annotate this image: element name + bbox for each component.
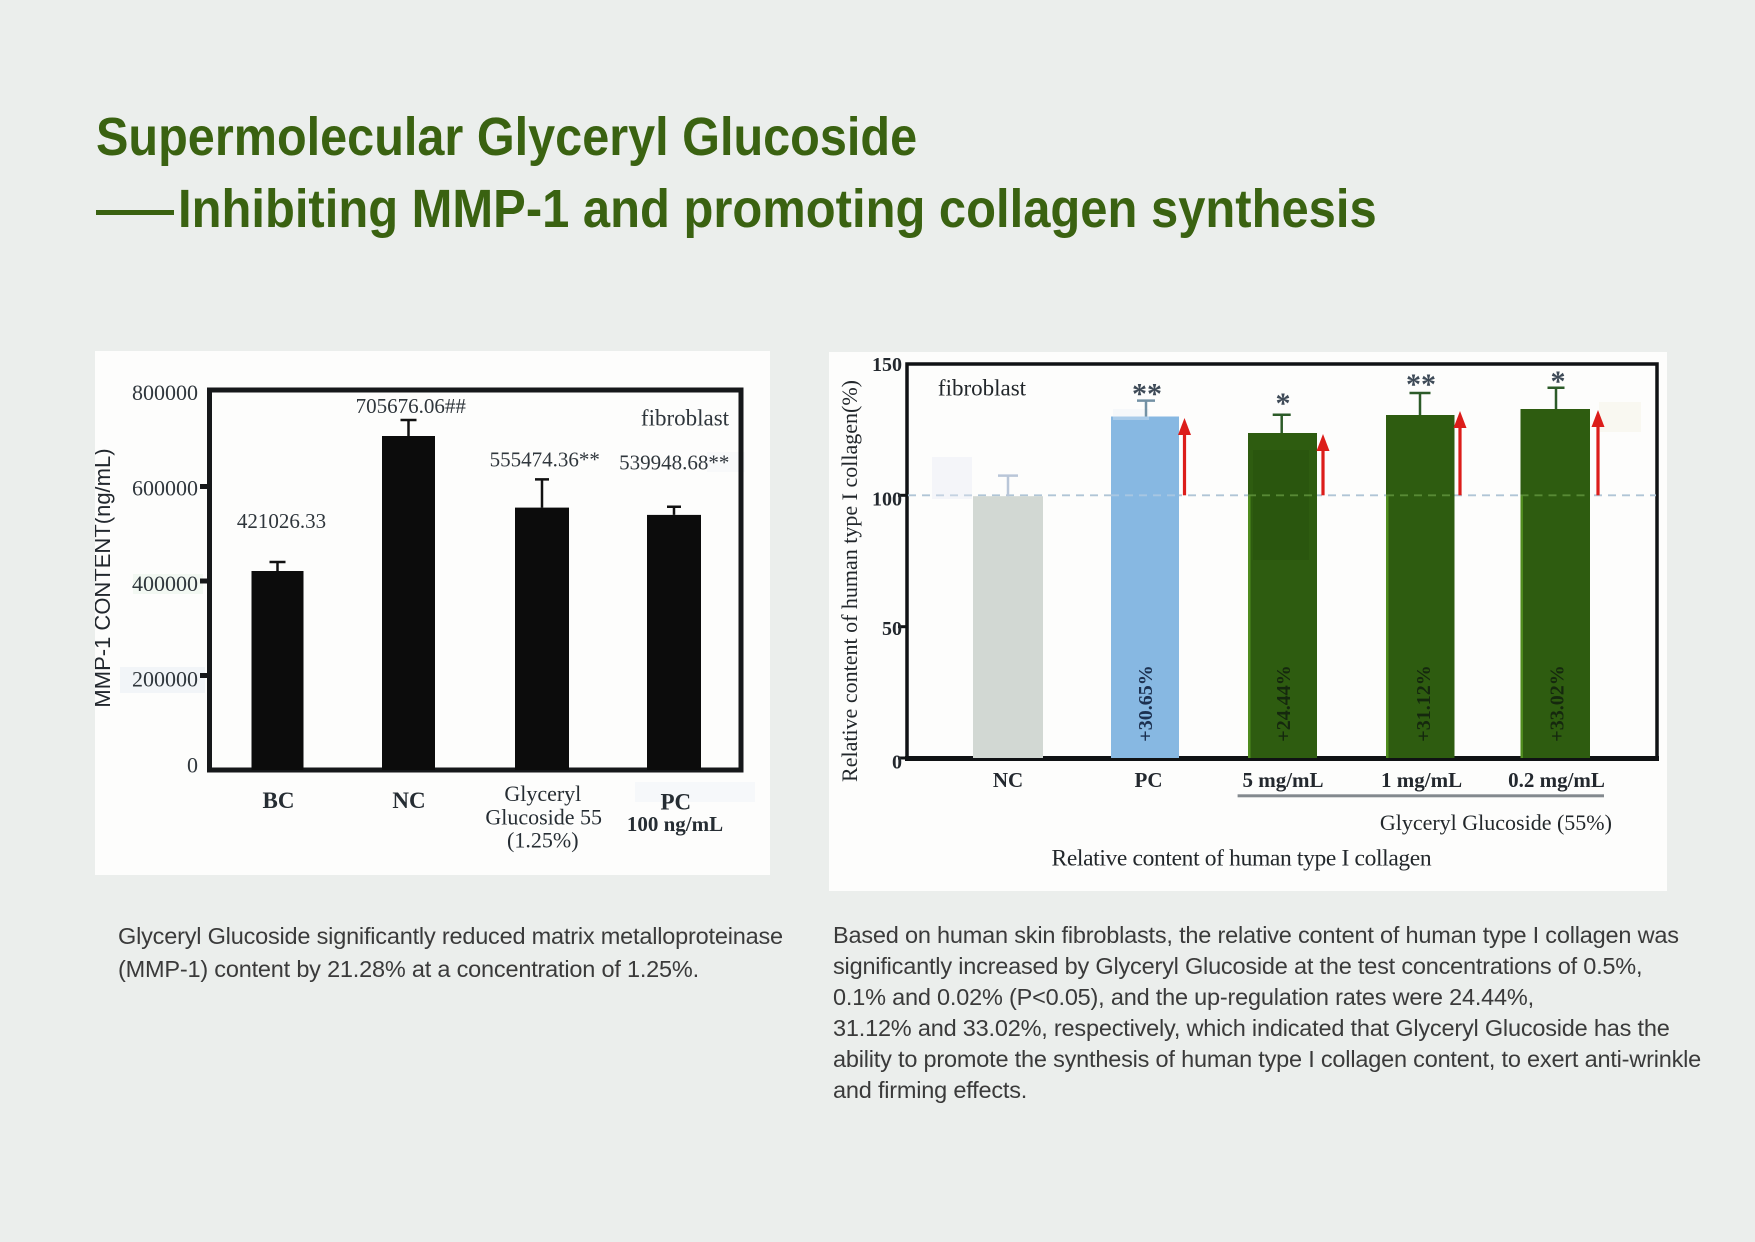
svg-text:+24.44%: +24.44%	[1273, 665, 1295, 741]
svg-text:+31.12%: +31.12%	[1413, 665, 1435, 741]
svg-text:Glyceryl: Glyceryl	[504, 781, 581, 806]
svg-text:+30.65%: +30.65%	[1135, 665, 1157, 741]
svg-text:**: **	[1132, 378, 1162, 411]
svg-text:421026.33: 421026.33	[237, 509, 326, 533]
svg-text:*: *	[1551, 365, 1566, 398]
svg-text:BC: BC	[263, 788, 295, 813]
svg-text:(1.25%): (1.25%)	[507, 828, 578, 853]
svg-text:150: 150	[872, 354, 902, 376]
svg-text:0.2 mg/mL: 0.2 mg/mL	[1508, 768, 1605, 792]
svg-text:555474.36**: 555474.36**	[490, 448, 600, 472]
svg-text:NC: NC	[993, 768, 1023, 792]
svg-text:400000: 400000	[132, 571, 198, 596]
svg-text:Relative content of human type: Relative content of human type I collage…	[1052, 846, 1432, 872]
svg-text:**: **	[1406, 368, 1436, 401]
svg-text:MMP-1 CONTENT(ng/mL): MMP-1 CONTENT(ng/mL)	[95, 448, 115, 707]
svg-text:Relative content of human type: Relative content of human type I collage…	[837, 380, 862, 782]
svg-text:5 mg/mL: 5 mg/mL	[1242, 768, 1323, 792]
svg-text:0: 0	[187, 752, 198, 777]
svg-text:800000: 800000	[132, 380, 198, 405]
svg-text:*: *	[1276, 387, 1291, 420]
svg-text:200000: 200000	[132, 666, 198, 691]
svg-text:0: 0	[892, 751, 902, 773]
svg-text:Glyceryl Glucoside (55%): Glyceryl Glucoside (55%)	[1380, 810, 1612, 835]
svg-text:705676.06##: 705676.06##	[356, 394, 467, 418]
svg-text:PC: PC	[660, 790, 691, 815]
svg-text:539948.68**: 539948.68**	[619, 450, 729, 474]
svg-text:50: 50	[882, 618, 902, 640]
svg-text:100 ng/mL: 100 ng/mL	[627, 812, 723, 836]
svg-text:Glucoside 55: Glucoside 55	[485, 805, 602, 830]
svg-text:fibroblast: fibroblast	[641, 406, 730, 431]
svg-text:NC: NC	[392, 788, 425, 813]
svg-text:100: 100	[872, 488, 902, 510]
svg-text:PC: PC	[1135, 768, 1163, 792]
svg-text:1 mg/mL: 1 mg/mL	[1381, 768, 1462, 792]
svg-text:+33.02%: +33.02%	[1547, 665, 1569, 741]
svg-text:600000: 600000	[132, 475, 198, 500]
svg-text:fibroblast: fibroblast	[938, 375, 1027, 400]
